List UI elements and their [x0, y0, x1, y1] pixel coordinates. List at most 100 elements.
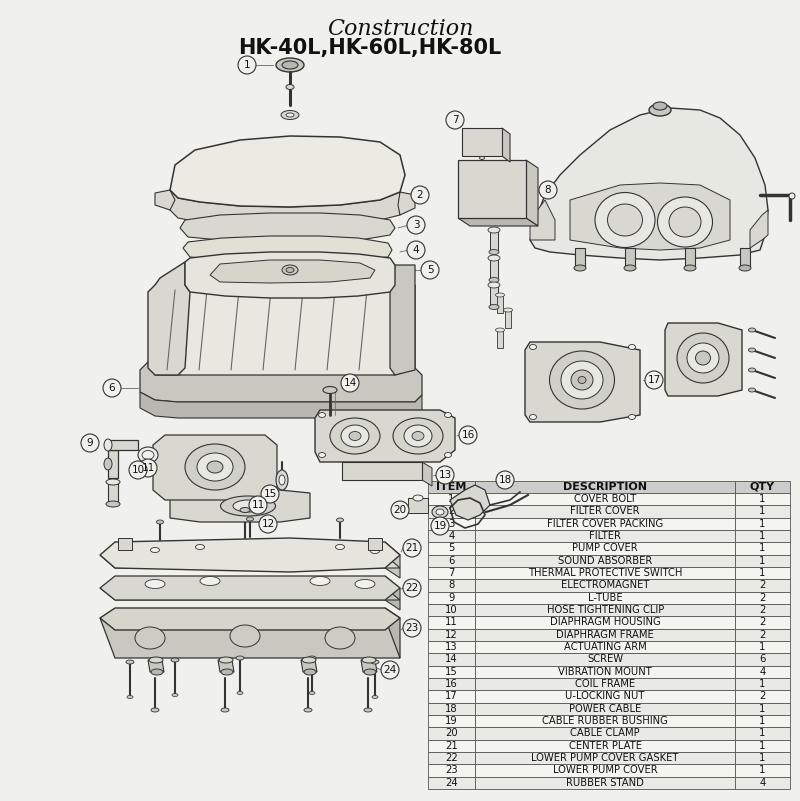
Text: 21: 21	[406, 543, 418, 553]
Ellipse shape	[749, 348, 755, 352]
Ellipse shape	[337, 518, 343, 522]
Ellipse shape	[126, 660, 134, 664]
Ellipse shape	[479, 156, 485, 159]
Bar	[490, 230, 498, 252]
Ellipse shape	[104, 458, 112, 470]
Circle shape	[259, 515, 277, 533]
Text: 1: 1	[759, 704, 766, 714]
Text: 19: 19	[445, 716, 458, 727]
Polygon shape	[502, 128, 510, 162]
Text: SOUND ABSORBER: SOUND ABSORBER	[558, 556, 652, 566]
Ellipse shape	[195, 545, 205, 549]
Text: 6: 6	[759, 654, 766, 665]
Text: CENTER PLATE: CENTER PLATE	[569, 741, 642, 751]
Ellipse shape	[221, 669, 233, 675]
Text: 22: 22	[445, 753, 458, 763]
Text: 14: 14	[445, 654, 458, 665]
Ellipse shape	[197, 453, 233, 481]
Bar	[108, 482, 118, 504]
Polygon shape	[180, 213, 395, 242]
Text: 5: 5	[426, 265, 434, 275]
Bar	[735, 678, 790, 690]
Text: 1: 1	[759, 568, 766, 578]
Circle shape	[238, 56, 256, 74]
Ellipse shape	[286, 113, 294, 117]
Bar	[735, 542, 790, 554]
Text: 19: 19	[434, 521, 446, 531]
Text: 11: 11	[142, 463, 154, 473]
Ellipse shape	[308, 656, 316, 660]
Text: 4: 4	[413, 245, 419, 255]
Circle shape	[403, 619, 421, 637]
Circle shape	[81, 434, 99, 452]
Text: 15: 15	[445, 666, 458, 677]
Bar	[428, 715, 475, 727]
Text: DIAPHRAGM HOUSING: DIAPHRAGM HOUSING	[550, 618, 661, 627]
Ellipse shape	[323, 387, 337, 393]
Text: 4: 4	[759, 666, 766, 677]
Ellipse shape	[355, 579, 375, 589]
Bar	[475, 715, 735, 727]
Text: ACTUATING ARM: ACTUATING ARM	[564, 642, 646, 652]
Ellipse shape	[135, 627, 165, 649]
Text: HOSE TIGHTENING CLIP: HOSE TIGHTENING CLIP	[546, 605, 664, 615]
Text: U-LOCKING NUT: U-LOCKING NUT	[566, 691, 645, 702]
Text: 1: 1	[759, 531, 766, 541]
Ellipse shape	[304, 708, 312, 712]
Bar	[428, 727, 475, 739]
Polygon shape	[108, 440, 138, 450]
Ellipse shape	[281, 111, 299, 119]
Text: 7: 7	[448, 568, 454, 578]
Text: 2: 2	[448, 506, 454, 517]
Polygon shape	[148, 660, 164, 672]
Bar	[475, 690, 735, 702]
Ellipse shape	[335, 545, 345, 549]
Text: 1: 1	[759, 642, 766, 652]
Text: 1: 1	[759, 741, 766, 751]
Bar	[118, 538, 132, 550]
Text: ITEM: ITEM	[436, 481, 466, 492]
Bar	[368, 538, 382, 550]
Ellipse shape	[629, 344, 635, 349]
Text: 8: 8	[545, 185, 551, 195]
Bar	[342, 462, 422, 480]
Polygon shape	[183, 236, 392, 262]
Ellipse shape	[282, 265, 298, 275]
Ellipse shape	[106, 501, 120, 507]
Bar	[475, 493, 735, 505]
Ellipse shape	[304, 669, 316, 675]
Ellipse shape	[318, 453, 326, 457]
Bar	[735, 702, 790, 715]
Ellipse shape	[310, 577, 330, 586]
Polygon shape	[153, 435, 277, 500]
Text: 16: 16	[462, 430, 474, 440]
Polygon shape	[100, 538, 400, 572]
Text: 2: 2	[759, 605, 766, 615]
Polygon shape	[422, 462, 432, 486]
Text: 22: 22	[406, 583, 418, 593]
Text: 16: 16	[445, 679, 458, 689]
Text: CABLE RUBBER BUSHING: CABLE RUBBER BUSHING	[542, 716, 668, 727]
Bar	[735, 517, 790, 530]
Ellipse shape	[658, 197, 713, 247]
Circle shape	[391, 501, 409, 519]
Text: 9: 9	[86, 438, 94, 448]
Bar	[428, 641, 475, 654]
Ellipse shape	[684, 265, 696, 271]
Ellipse shape	[230, 625, 260, 647]
Bar	[428, 629, 475, 641]
Bar	[428, 493, 475, 505]
Polygon shape	[361, 660, 377, 672]
Ellipse shape	[142, 450, 154, 460]
Bar	[497, 330, 503, 348]
Ellipse shape	[145, 579, 165, 589]
Bar	[475, 481, 735, 493]
Ellipse shape	[341, 425, 369, 447]
Text: POWER CABLE: POWER CABLE	[569, 704, 642, 714]
Ellipse shape	[276, 470, 288, 490]
Circle shape	[261, 485, 279, 503]
Text: 8: 8	[448, 581, 454, 590]
Polygon shape	[315, 410, 455, 462]
Polygon shape	[385, 608, 400, 658]
Ellipse shape	[246, 517, 254, 521]
